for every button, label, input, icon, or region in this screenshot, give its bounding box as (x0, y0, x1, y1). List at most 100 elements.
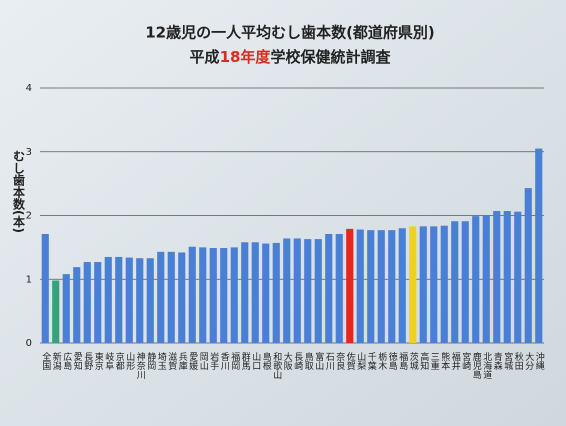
bar (514, 211, 522, 343)
x-tick-label: 茨城 (408, 351, 419, 371)
x-tick-label: 愛媛 (187, 351, 198, 371)
bar (356, 229, 364, 343)
bar (41, 233, 49, 343)
x-tick-label: 山形 (124, 352, 135, 371)
subtitle-part: 平成 (190, 48, 220, 66)
y-tick-label: 1 (26, 274, 32, 285)
bar (493, 211, 501, 343)
bar (104, 256, 112, 343)
x-tick-label: 兵庫 (177, 351, 188, 371)
x-tick-label: 岡山 (198, 352, 209, 370)
y-tick-label: 2 (26, 211, 32, 222)
subtitle-part: 18年度 (220, 48, 272, 66)
x-tick-label: 岩手 (208, 351, 219, 371)
x-tick-label: 奈良 (334, 351, 345, 371)
bar (83, 262, 91, 343)
bar (398, 228, 406, 343)
bar (157, 251, 165, 343)
bar (272, 242, 280, 343)
bar (388, 230, 396, 343)
bar (304, 239, 312, 343)
x-tick-label: 栃木 (376, 351, 387, 371)
x-tick-label: 熊本 (439, 351, 450, 371)
bar (409, 226, 417, 343)
x-tick-label: 広島 (61, 351, 72, 371)
x-tick-label: 石川 (324, 352, 335, 370)
x-tick-label: 秋田 (513, 351, 524, 371)
x-tick-label: 愛知 (72, 351, 83, 371)
bar (335, 233, 343, 343)
y-axis-label: むし歯本数(本) (12, 150, 26, 233)
bar (115, 256, 123, 343)
x-tick-label: 三重 (429, 352, 440, 370)
bar (377, 230, 385, 343)
bar (293, 238, 301, 343)
x-tick-label: 鹿児島 (471, 351, 482, 380)
bar (367, 230, 375, 343)
bar (146, 258, 154, 343)
x-tick-label: 京都 (114, 351, 125, 371)
bar (178, 252, 186, 343)
x-tick-label: 滋賀 (166, 351, 177, 371)
bar (136, 258, 144, 343)
bar (52, 280, 60, 343)
x-tick-label: 群馬 (240, 351, 251, 371)
x-tick-label: 長崎 (292, 352, 303, 370)
y-tick-label: 4 (26, 83, 32, 94)
x-tick-label: 東京 (93, 351, 104, 371)
x-tick-label: 新潟 (51, 351, 62, 371)
x-tick-label: 北海道 (481, 352, 492, 380)
subtitle-part: 学校保健統計調査 (270, 48, 391, 66)
x-tick-label: 大分 (523, 351, 534, 371)
x-tick-label: 全国 (40, 351, 51, 371)
bar (419, 226, 427, 343)
bar (524, 188, 532, 343)
bar (535, 148, 543, 343)
bar (241, 242, 249, 343)
x-tick-label: 福島 (397, 351, 408, 371)
x-tick-label: 千葉 (366, 352, 377, 371)
bar (482, 215, 490, 343)
bar (472, 216, 480, 343)
bar (230, 247, 238, 343)
x-tick-label: 長野 (82, 352, 93, 370)
x-tick-label: 宮城 (502, 351, 513, 371)
x-tick-label: 香川 (219, 352, 230, 370)
bar (94, 262, 102, 343)
chart-title: 12歳児の一人平均むし歯本数(都道府県別) (145, 24, 435, 42)
bar (73, 267, 81, 343)
bar (346, 228, 354, 343)
x-tick-label: 沖縄 (534, 351, 545, 370)
y-tick-label: 3 (26, 147, 32, 158)
bar (440, 225, 448, 343)
x-tick-label: 富山 (313, 351, 324, 370)
bar (125, 257, 133, 343)
x-tick-label: 徳島 (387, 351, 398, 371)
x-tick-label: 山梨 (355, 352, 366, 371)
x-tick-label: 和歌山 (271, 352, 282, 379)
x-tick-label: 福井 (450, 351, 461, 371)
x-tick-label: 青森 (492, 351, 503, 371)
bar (314, 239, 322, 343)
bar (461, 221, 469, 343)
x-tick-label: 宮崎 (460, 351, 471, 370)
bar (209, 248, 217, 343)
bar (251, 242, 259, 343)
x-tick-label: 山口 (250, 352, 261, 370)
x-tick-label: 大阪 (282, 351, 293, 371)
x-tick-label: 埼玉 (156, 351, 167, 370)
bar (503, 211, 511, 343)
chart-subtitle: 平成18年度学校保健統計調査 (190, 48, 392, 66)
x-tick-label: 高知 (418, 351, 429, 371)
y-tick-label: 0 (26, 338, 32, 349)
bar (451, 221, 459, 343)
bar (62, 274, 70, 343)
bar (188, 246, 196, 343)
x-tick-label: 静岡 (145, 351, 156, 371)
x-tick-label: 福岡 (229, 351, 240, 371)
x-tick-label: 神奈川 (135, 351, 146, 379)
x-tick-label: 佐賀 (345, 351, 356, 371)
x-tick-label: 鳥取 (303, 351, 314, 371)
